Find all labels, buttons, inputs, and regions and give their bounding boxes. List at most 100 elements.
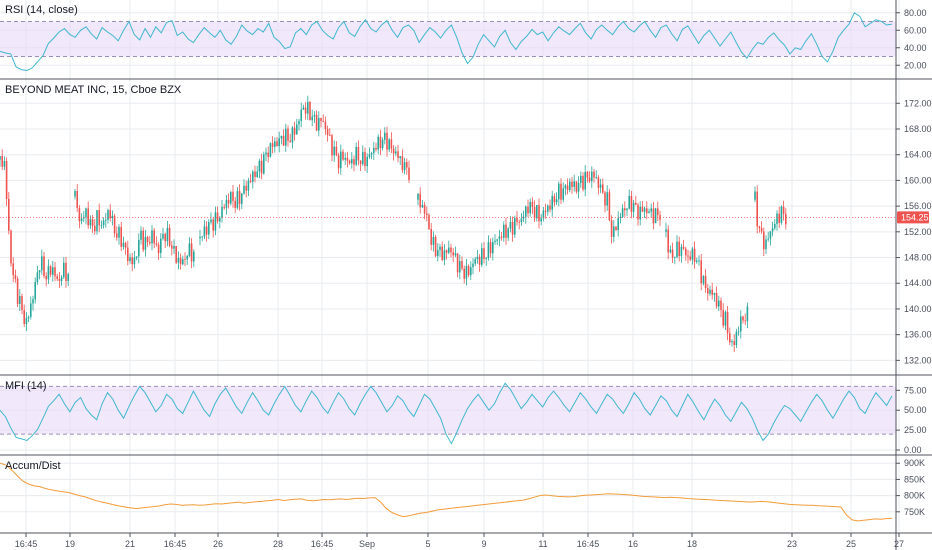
candle-body (476, 256, 479, 260)
candle-body (49, 266, 52, 275)
candle-body (54, 267, 56, 277)
candle-body (735, 331, 738, 346)
time-tick-label: Sep (359, 539, 375, 549)
candle-body (478, 256, 481, 265)
candle-body (459, 261, 461, 273)
candle-body (346, 157, 349, 161)
candle-body (643, 208, 646, 212)
candle-body (769, 231, 772, 239)
candle-body (245, 185, 247, 191)
candle-body (285, 128, 287, 146)
candle-body (122, 242, 125, 247)
candle-body (485, 258, 487, 259)
candle-body (67, 274, 69, 282)
candle-body (65, 262, 67, 282)
candle-body (131, 257, 133, 265)
candle-body (474, 259, 476, 264)
accum-tick-label: 900K (904, 458, 925, 468)
candle-body (700, 260, 702, 284)
candle-body (138, 239, 140, 257)
candle-body (135, 256, 138, 258)
candle-body (375, 147, 377, 150)
candle-body (151, 230, 153, 244)
candle-body (289, 140, 291, 143)
candle-body (225, 199, 228, 208)
candle-body (16, 278, 19, 304)
candle-body (107, 210, 109, 220)
candle-body (318, 117, 320, 131)
candle-body (133, 257, 136, 265)
candle-body (580, 175, 582, 183)
candle-body (201, 236, 203, 238)
candle-body (182, 259, 184, 265)
candle-body (19, 296, 21, 304)
candle-body (304, 107, 307, 114)
candle-body (432, 237, 435, 245)
candle-body (562, 188, 564, 200)
price-tick-label: 132.00 (904, 355, 932, 365)
candle-body (230, 191, 232, 204)
candle-body (652, 208, 655, 224)
candle-body (223, 206, 225, 208)
candle-body (707, 287, 709, 294)
mfi-title: MFI (14) (5, 380, 47, 392)
time-tick-label: 5 (425, 539, 430, 549)
candle-body (366, 156, 368, 167)
time-tick-label: 18 (687, 539, 697, 549)
rsi-band (0, 21, 896, 57)
candle-body (569, 181, 571, 190)
candle-body (437, 250, 439, 257)
candle-body (208, 222, 210, 235)
candle-body (397, 151, 399, 159)
candle-body (190, 243, 193, 262)
candle-body (628, 195, 630, 209)
candle-body (41, 256, 43, 271)
candle-body (373, 147, 375, 154)
label-layer: 80.00 60.00 40.00 20.00 RSI (14, close) 172.0… (5, 4, 932, 549)
candle-body (381, 139, 384, 149)
candle-body (698, 260, 700, 262)
candle-body (309, 101, 311, 121)
candle-body (146, 237, 149, 242)
candle-body (271, 143, 274, 147)
candle-body (443, 250, 446, 260)
candle-body (357, 146, 360, 161)
candle-body (740, 316, 742, 332)
grid-layer (0, 0, 900, 532)
candle-body (767, 238, 769, 240)
candle-body (582, 175, 584, 190)
candle-body (252, 171, 254, 182)
time-tick-label: 23 (787, 539, 797, 549)
candle-body (342, 151, 344, 160)
candle-body (43, 256, 45, 276)
candle-body (696, 260, 698, 262)
candle-body (173, 246, 175, 249)
candle-body (395, 151, 397, 154)
candle-body (315, 114, 318, 131)
mfi-tick-label: 0.00 (904, 445, 922, 455)
candle-body (606, 192, 608, 206)
candle-body (542, 210, 545, 219)
candle-body (186, 255, 188, 260)
candle-body (269, 143, 272, 157)
candle-body (558, 183, 560, 200)
candle-body (637, 204, 639, 220)
last-price-value: 154.25 (901, 212, 929, 222)
candle-body (472, 263, 474, 268)
candle-body (216, 212, 219, 222)
candle-body (276, 141, 278, 147)
candle-body (236, 191, 239, 208)
candle-body (32, 299, 34, 304)
time-tick-label: 16:45 (577, 539, 600, 549)
candle-body (450, 247, 452, 253)
candle-body (127, 247, 129, 262)
candle-body (445, 250, 448, 253)
candle-body (496, 239, 498, 241)
candle-body (153, 230, 155, 244)
candle-body (329, 135, 331, 136)
candle-body (5, 161, 8, 199)
candle-body (713, 292, 716, 295)
rsi-line (0, 12, 893, 72)
